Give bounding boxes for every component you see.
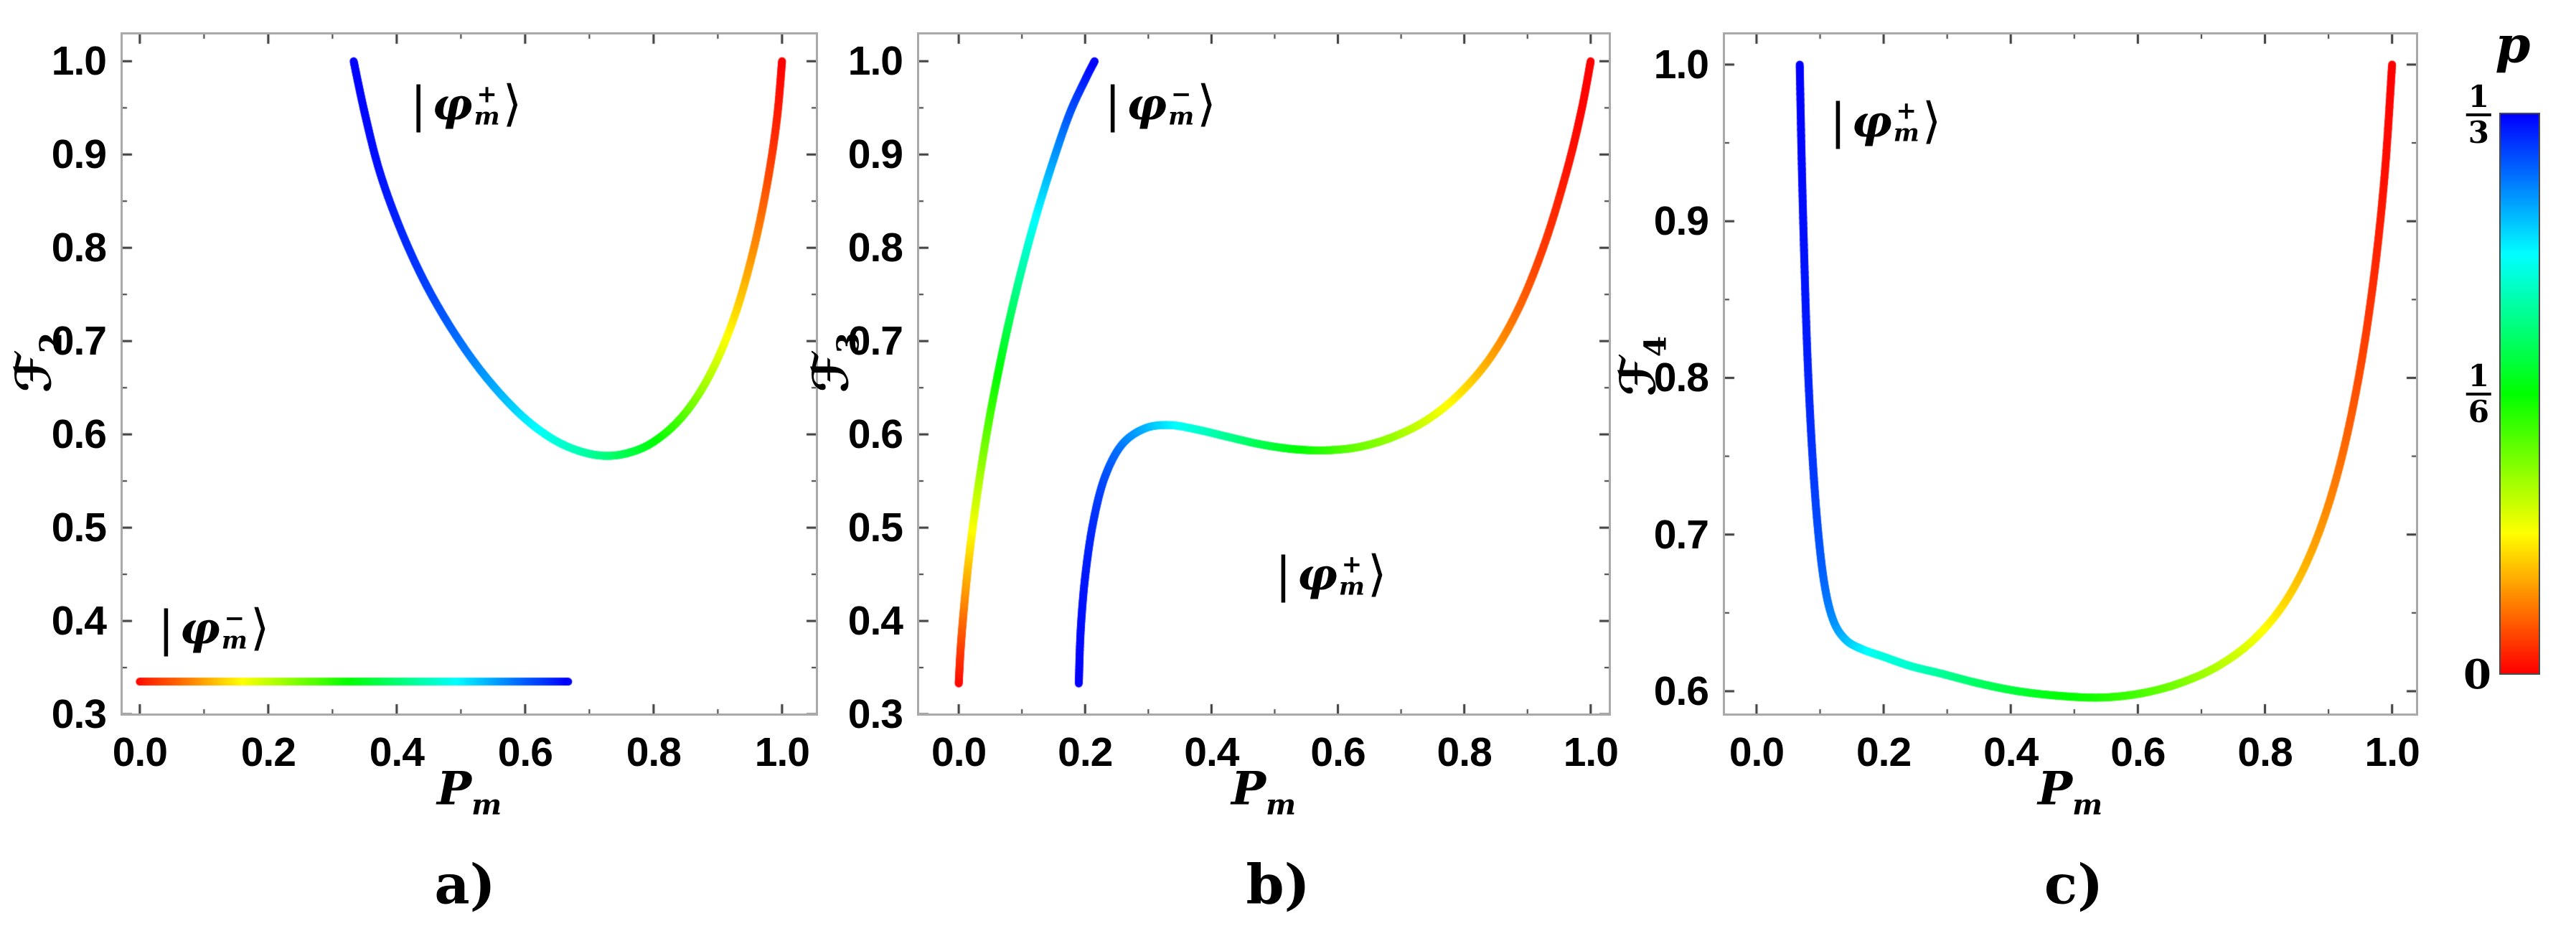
ket-annotation: | φ + m ⟩ bbox=[1830, 93, 1941, 149]
ket-subscript: m bbox=[221, 626, 248, 655]
ket-superscript: + bbox=[1341, 550, 1363, 579]
x-tick-label: 1.0 bbox=[754, 729, 810, 775]
y-tick-label: 0.7 bbox=[1653, 511, 1709, 558]
x-tick-label: 0.2 bbox=[1058, 729, 1113, 775]
y-tick-label: 0.5 bbox=[51, 505, 107, 551]
ket-bar: | bbox=[158, 600, 174, 657]
y-tick-label: 0.8 bbox=[1653, 355, 1709, 401]
x-axis-label-b: Pm bbox=[1231, 762, 1297, 822]
y-tick-label: 0.3 bbox=[847, 691, 903, 738]
x-tick-label: 0.6 bbox=[2110, 729, 2166, 775]
y-tick-label: 1.0 bbox=[51, 38, 107, 85]
x-tick-label: 0.8 bbox=[1437, 729, 1493, 775]
y-tick-label: 0.8 bbox=[847, 225, 903, 271]
colorbar bbox=[2499, 113, 2540, 675]
y-tick-label: 0.4 bbox=[51, 598, 107, 645]
colorbar-gradient bbox=[2501, 114, 2539, 673]
x-tick-label: 0.2 bbox=[1856, 729, 1912, 775]
ket-annotation: | φ + m ⟩ bbox=[1275, 546, 1386, 603]
ket-bar: | bbox=[1830, 93, 1846, 149]
panel-letter-b: b) bbox=[1246, 852, 1310, 917]
y-tick-label: 0.6 bbox=[51, 411, 107, 458]
y-tick-label: 0.3 bbox=[51, 691, 107, 738]
ket-bracket: ⟩ bbox=[1197, 75, 1216, 133]
x-tick-label: 0.2 bbox=[240, 729, 296, 775]
y-tick-label: 0.9 bbox=[51, 131, 107, 178]
ket-superscript: + bbox=[476, 80, 497, 109]
colorbar-tick-zero: 0 bbox=[2463, 651, 2491, 698]
ket-annotation: | φ − m ⟩ bbox=[1104, 76, 1216, 133]
x-tick-label: 0.6 bbox=[1310, 729, 1365, 775]
y-tick-label: 0.7 bbox=[51, 318, 107, 365]
y-tick-label: 1.0 bbox=[847, 38, 903, 85]
x-tick-label: 0.0 bbox=[112, 729, 168, 775]
ket-subscript: m bbox=[474, 102, 500, 131]
x-tick-label: 0.0 bbox=[1729, 729, 1785, 775]
y-tick-label: 0.4 bbox=[847, 598, 903, 645]
y-tick-label: 0.6 bbox=[1653, 668, 1709, 714]
ket-phi: φ bbox=[179, 602, 220, 655]
ket-bracket: ⟩ bbox=[250, 599, 270, 657]
ket-scripts: + m bbox=[1893, 96, 1919, 148]
ket-annotation: | φ + m ⟩ bbox=[410, 76, 522, 133]
ket-bar: | bbox=[1275, 546, 1292, 603]
plot-canvas-c bbox=[1723, 32, 2418, 716]
x-tick-label: 0.4 bbox=[1184, 729, 1239, 775]
x-axis-label-c: Pm bbox=[2037, 762, 2103, 822]
ket-scripts: − m bbox=[1168, 80, 1195, 131]
x-tick-label: 0.6 bbox=[497, 729, 553, 775]
x-axis-label-a: Pm bbox=[436, 762, 502, 822]
x-tick-label: 0.8 bbox=[2237, 729, 2293, 775]
ket-scripts: + m bbox=[1338, 550, 1365, 602]
y-tick-label: 0.8 bbox=[51, 225, 107, 271]
ket-superscript: − bbox=[1170, 80, 1192, 109]
ket-bracket: ⟩ bbox=[502, 75, 522, 133]
ket-bracket: ⟩ bbox=[1922, 93, 1942, 150]
ket-bracket: ⟩ bbox=[1367, 546, 1387, 603]
ket-scripts: − m bbox=[221, 604, 248, 655]
x-tick-label: 1.0 bbox=[2364, 729, 2420, 775]
y-tick-label: 1.0 bbox=[1653, 41, 1709, 88]
ket-subscript: m bbox=[1338, 572, 1365, 602]
ket-annotation: | φ − m ⟩ bbox=[158, 600, 269, 657]
ket-phi: φ bbox=[1851, 95, 1892, 148]
plot-canvas-b bbox=[917, 32, 1611, 716]
ket-subscript: m bbox=[1168, 102, 1195, 131]
plot-canvas-a bbox=[121, 32, 818, 716]
y-tick-label: 0.5 bbox=[847, 505, 903, 551]
ket-subscript: m bbox=[1893, 118, 1919, 148]
x-tick-label: 0.0 bbox=[931, 729, 987, 775]
x-tick-label: 0.8 bbox=[626, 729, 682, 775]
y-tick-label: 0.6 bbox=[847, 411, 903, 458]
ket-phi: φ bbox=[1126, 78, 1167, 131]
ket-bar: | bbox=[410, 76, 427, 133]
x-tick-label: 1.0 bbox=[1563, 729, 1619, 775]
colorbar-title: p bbox=[2495, 14, 2531, 75]
panel-letter-c: c) bbox=[2044, 852, 2104, 917]
panel-letter-a: a) bbox=[434, 852, 496, 917]
x-tick-label: 0.4 bbox=[369, 729, 425, 775]
y-tick-label: 0.9 bbox=[847, 131, 903, 178]
ket-bar: | bbox=[1104, 76, 1121, 133]
y-tick-label: 0.7 bbox=[847, 318, 903, 365]
ket-superscript: − bbox=[224, 604, 245, 633]
y-tick-label: 0.9 bbox=[1653, 198, 1709, 245]
ket-superscript: + bbox=[1896, 96, 1917, 126]
ket-phi: φ bbox=[1297, 548, 1338, 601]
x-tick-label: 0.4 bbox=[1983, 729, 2039, 775]
ket-scripts: + m bbox=[474, 80, 500, 131]
ket-phi: φ bbox=[432, 78, 473, 131]
